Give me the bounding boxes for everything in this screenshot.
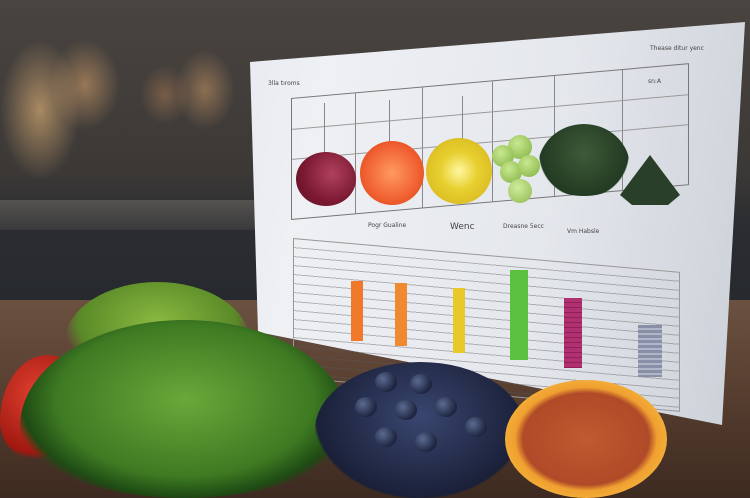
pointer-line: [324, 103, 325, 158]
caption-4: Vm Habsle: [567, 228, 600, 235]
lower-title: Wenc: [450, 222, 475, 232]
grapes-image: [484, 135, 544, 205]
bar-orange-2: [395, 283, 407, 346]
bar-green: [510, 270, 528, 360]
caption-3: Dreasne 5ecc: [503, 223, 544, 230]
bar-magenta: [564, 298, 582, 368]
grapefruit-image: [360, 141, 424, 205]
kitchen-counter: [0, 200, 260, 230]
kale-image: [538, 124, 630, 196]
pointer-line: [462, 96, 463, 141]
chart-note: Thease ditur yenc: [650, 45, 704, 52]
caption-1: Pogr Gualine: [368, 222, 407, 229]
blueberries: [315, 362, 525, 498]
pointer-line: [389, 100, 390, 145]
bar-grey: [638, 325, 662, 377]
chart-title: 3lla tıroms: [268, 80, 300, 87]
spinach-leaves: [20, 320, 350, 498]
lemon-image: [426, 138, 492, 204]
chart-right-label: sn:A: [648, 78, 662, 85]
plum-image: [296, 152, 356, 206]
halved-orange: [505, 380, 667, 498]
bar-yellow: [453, 288, 465, 353]
bar-orange-1: [351, 281, 363, 341]
